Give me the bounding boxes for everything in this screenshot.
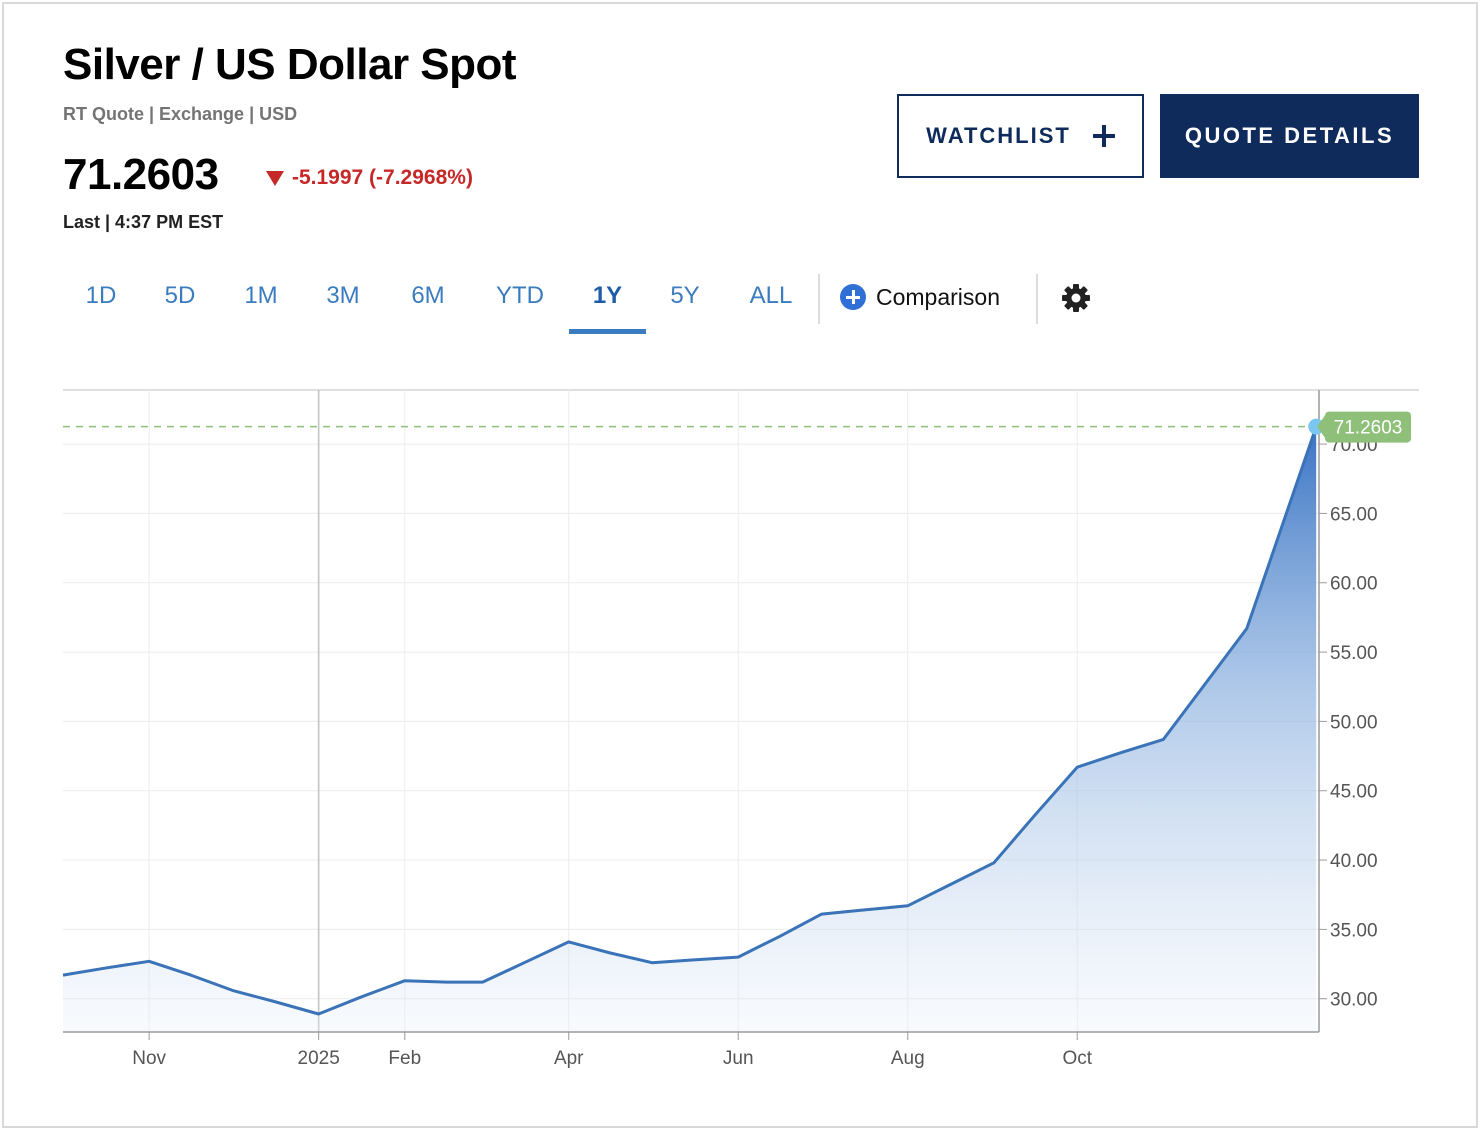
x-tick-label: Nov xyxy=(132,1048,166,1069)
series-line xyxy=(62,426,1318,1016)
tab-6m[interactable]: 6M xyxy=(411,282,445,309)
watchlist-button[interactable]: WATCHLIST xyxy=(897,94,1144,178)
price-change: -5.1997 (-7.2968%) xyxy=(266,166,473,190)
x-tick-label: Oct xyxy=(1062,1048,1092,1069)
gear-icon[interactable] xyxy=(1060,282,1092,314)
tab-1d[interactable]: 1D xyxy=(85,282,117,309)
watchlist-label: WATCHLIST xyxy=(926,123,1071,148)
x-tick-label: Feb xyxy=(388,1048,421,1069)
page-title: Silver / US Dollar Spot xyxy=(63,40,517,89)
tab-5y[interactable]: 5Y xyxy=(670,282,700,309)
add-circle-icon xyxy=(840,284,866,310)
last-price-badge xyxy=(1325,411,1411,443)
down-arrow-icon xyxy=(266,170,284,186)
x-tick-label: Jun xyxy=(723,1048,754,1069)
quote-source: RT Quote | Exchange | USD xyxy=(63,104,298,124)
settings-divider xyxy=(1036,274,1038,324)
last-update-time: Last | 4:37 PM EST xyxy=(63,212,224,232)
last-price-badge-label: 71.2603 xyxy=(1334,418,1403,439)
x-tick-label: Aug xyxy=(891,1048,925,1069)
y-tick-label: 40.00 xyxy=(1330,851,1378,872)
tab-5d[interactable]: 5D xyxy=(164,282,196,309)
tab-all[interactable]: ALL xyxy=(749,282,793,309)
tab-1m[interactable]: 1M xyxy=(244,282,278,309)
comparison-label: Comparison xyxy=(876,283,1000,310)
y-tick-label: 55.00 xyxy=(1330,643,1378,664)
plus-icon xyxy=(1092,125,1115,147)
y-tick-label: 50.00 xyxy=(1330,712,1378,733)
y-tick-label: 45.00 xyxy=(1330,782,1378,803)
tab-1y[interactable]: 1Y xyxy=(569,282,646,334)
x-tick-label: Apr xyxy=(554,1048,584,1069)
x-tick-label: 2025 xyxy=(298,1048,340,1069)
last-price: 71.2603 xyxy=(63,150,219,199)
tab-divider xyxy=(818,274,820,324)
quote-details-button[interactable]: QUOTE DETAILS xyxy=(1160,94,1419,178)
y-tick-label: 35.00 xyxy=(1330,920,1378,941)
y-tick-label: 65.00 xyxy=(1330,504,1378,525)
y-tick-label: 30.00 xyxy=(1330,990,1378,1011)
last-price-badge-pointer xyxy=(1317,412,1327,441)
area-fill xyxy=(63,426,1317,1033)
comparison-button[interactable]: Comparison xyxy=(840,282,1000,312)
tab-ytd[interactable]: YTD xyxy=(496,282,544,309)
price-change-value: -5.1997 (-7.2968%) xyxy=(292,166,473,189)
tab-3m[interactable]: 3M xyxy=(326,282,360,309)
y-tick-label: 60.00 xyxy=(1330,574,1378,595)
